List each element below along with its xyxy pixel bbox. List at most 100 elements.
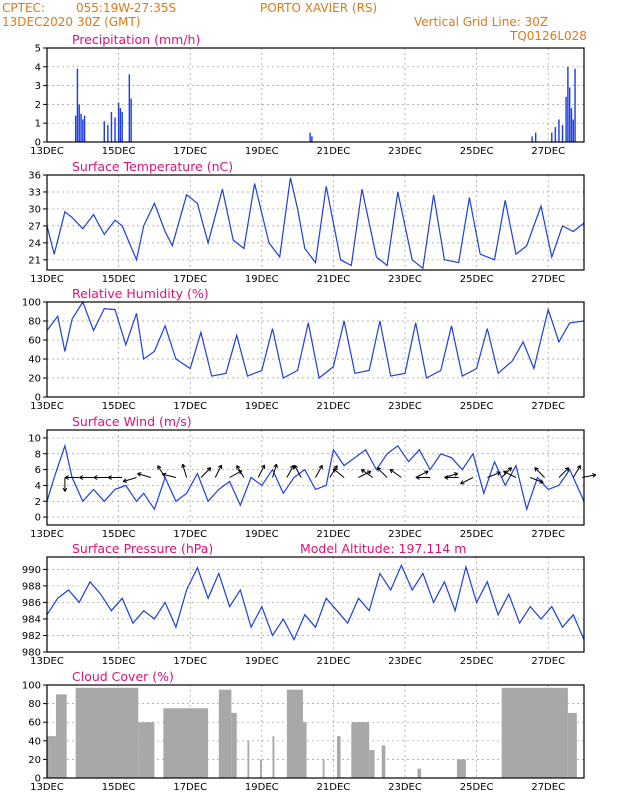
cloud-y-tick-label: 40: [28, 736, 41, 747]
temp-title: Surface Temperature (nC): [72, 159, 233, 174]
precip-bar: [130, 98, 132, 142]
precip-bar: [107, 125, 109, 142]
cloud-bar: [351, 722, 370, 778]
pressure-y-tick-label: 982: [22, 631, 41, 642]
wind-y-tick-label: 0: [35, 513, 41, 524]
precip-x-tick-label: 15DEC: [102, 146, 136, 157]
rh-y-tick-label: 100: [22, 298, 41, 309]
wind-arrow: [79, 475, 94, 480]
pressure-title: Surface Pressure (hPa): [72, 541, 213, 556]
cloud-bar: [336, 736, 341, 778]
wind-y-tick-label: 10: [28, 433, 41, 444]
temp-x-tick-label: 23DEC: [388, 274, 422, 285]
cloud-bar: [55, 694, 67, 778]
wind-arrow: [257, 464, 266, 478]
wind-arrow: [572, 465, 581, 478]
cloud-bar: [567, 712, 577, 778]
cloud-x-tick-label: 17DEC: [173, 782, 207, 793]
precip-bar: [83, 115, 86, 142]
rh-frame: [46, 301, 585, 398]
precip-frame: [46, 47, 585, 143]
wind-arrow: [64, 475, 80, 480]
pressure-x-tick-label: 27DEC: [531, 656, 565, 667]
cloud-y-tick-label: 20: [28, 755, 41, 766]
wind-series-line: [46, 443, 585, 512]
cloud-bar: [247, 740, 250, 778]
wind-arrow: [389, 468, 402, 478]
wind-arrow: [530, 477, 544, 484]
wind-x-tick-label: 23DEC: [388, 529, 422, 540]
wind-x-tick-label: 21DEC: [317, 529, 351, 540]
pressure-frame: [46, 556, 585, 653]
precip-bar: [121, 111, 123, 142]
pressure-series-line: [46, 563, 585, 641]
pressure-y-tick-label: 980: [22, 648, 41, 659]
precip-bar: [309, 132, 311, 142]
precip-bar: [561, 125, 564, 142]
precip-bar: [110, 111, 113, 142]
header-date: 13DEC2020 30Z (GMT): [2, 15, 140, 29]
precip-x-tick-label: 17DEC: [173, 146, 207, 157]
wind-x-tick-label: 17DEC: [173, 529, 207, 540]
precip-x-tick-label: 23DEC: [388, 146, 422, 157]
cloud-x-tick-label: 13DEC: [30, 782, 64, 793]
cloud-bar: [47, 736, 56, 778]
cloud-bar: [272, 750, 275, 778]
temp-y-tick-label: 33: [28, 187, 41, 198]
precip-x-tick-label: 19DEC: [245, 146, 279, 157]
wind-frame: [46, 429, 585, 526]
precip-bar: [534, 132, 537, 142]
precip-bar: [76, 68, 79, 142]
precip-bar: [570, 108, 573, 142]
cloud-x-tick-label: 27DEC: [531, 782, 565, 793]
cloud-bar: [456, 759, 466, 778]
rh-x-tick-label: 13DEC: [30, 401, 64, 412]
wind-arrow: [444, 475, 459, 480]
wind-arrow: [487, 471, 501, 478]
precip-x-tick-label: 25DEC: [460, 146, 494, 157]
wind-arrow: [122, 477, 137, 483]
cloud-bar: [302, 722, 307, 778]
precip-bar: [114, 117, 116, 142]
cloud-title: Cloud Cover (%): [72, 669, 174, 684]
wind-arrow: [293, 464, 302, 478]
precip-y-tick-label: 3: [35, 81, 41, 92]
wind-x-tick-label: 19DEC: [245, 529, 279, 540]
rh-x-tick-label: 23DEC: [388, 401, 422, 412]
wind-arrow: [214, 464, 223, 478]
pressure-x-tick-label: 17DEC: [173, 656, 207, 667]
cloud-bar: [381, 745, 386, 778]
temp-y-tick-label: 30: [28, 204, 41, 215]
rh-y-tick-label: 40: [28, 355, 41, 366]
cloud-bar: [260, 759, 262, 778]
wind-arrow: [286, 464, 295, 478]
temp-x-tick-label: 15DEC: [102, 274, 136, 285]
header-coords: 055:19W-27:35S: [76, 1, 176, 15]
wind-arrow: [415, 475, 431, 480]
wind-arrow: [107, 475, 123, 480]
pressure-x-tick-label: 25DEC: [460, 656, 494, 667]
wind-panel: 13DEC 15DEC 17DEC 19DEC 21DEC 23DEC 25DEC 27DEC…: [28, 414, 597, 540]
precip-bar: [128, 74, 131, 142]
pressure-x-tick-label: 19DEC: [245, 656, 279, 667]
precip-bar: [311, 136, 313, 142]
pressure-y-tick-label: 990: [22, 565, 41, 576]
cloud-y-tick-label: 0: [35, 774, 41, 785]
temp-series-line: [46, 177, 585, 270]
precip-y-tick-label: 5: [35, 44, 41, 55]
cloud-x-tick-label: 19DEC: [245, 782, 279, 793]
precip-bar: [78, 104, 80, 142]
temp-y-tick-label: 27: [28, 221, 41, 232]
precip-bar: [551, 132, 553, 142]
wind-arrow: [358, 470, 372, 478]
wind-arrow: [332, 468, 345, 478]
temp-x-tick-label: 25DEC: [460, 274, 494, 285]
precip-bar: [117, 102, 120, 142]
wind-arrow: [534, 467, 545, 478]
pressure-y-tick-label: 988: [22, 581, 41, 592]
rh-series-line: [46, 300, 585, 380]
temp-y-tick-label: 21: [28, 255, 41, 266]
precip-bar: [574, 68, 576, 142]
